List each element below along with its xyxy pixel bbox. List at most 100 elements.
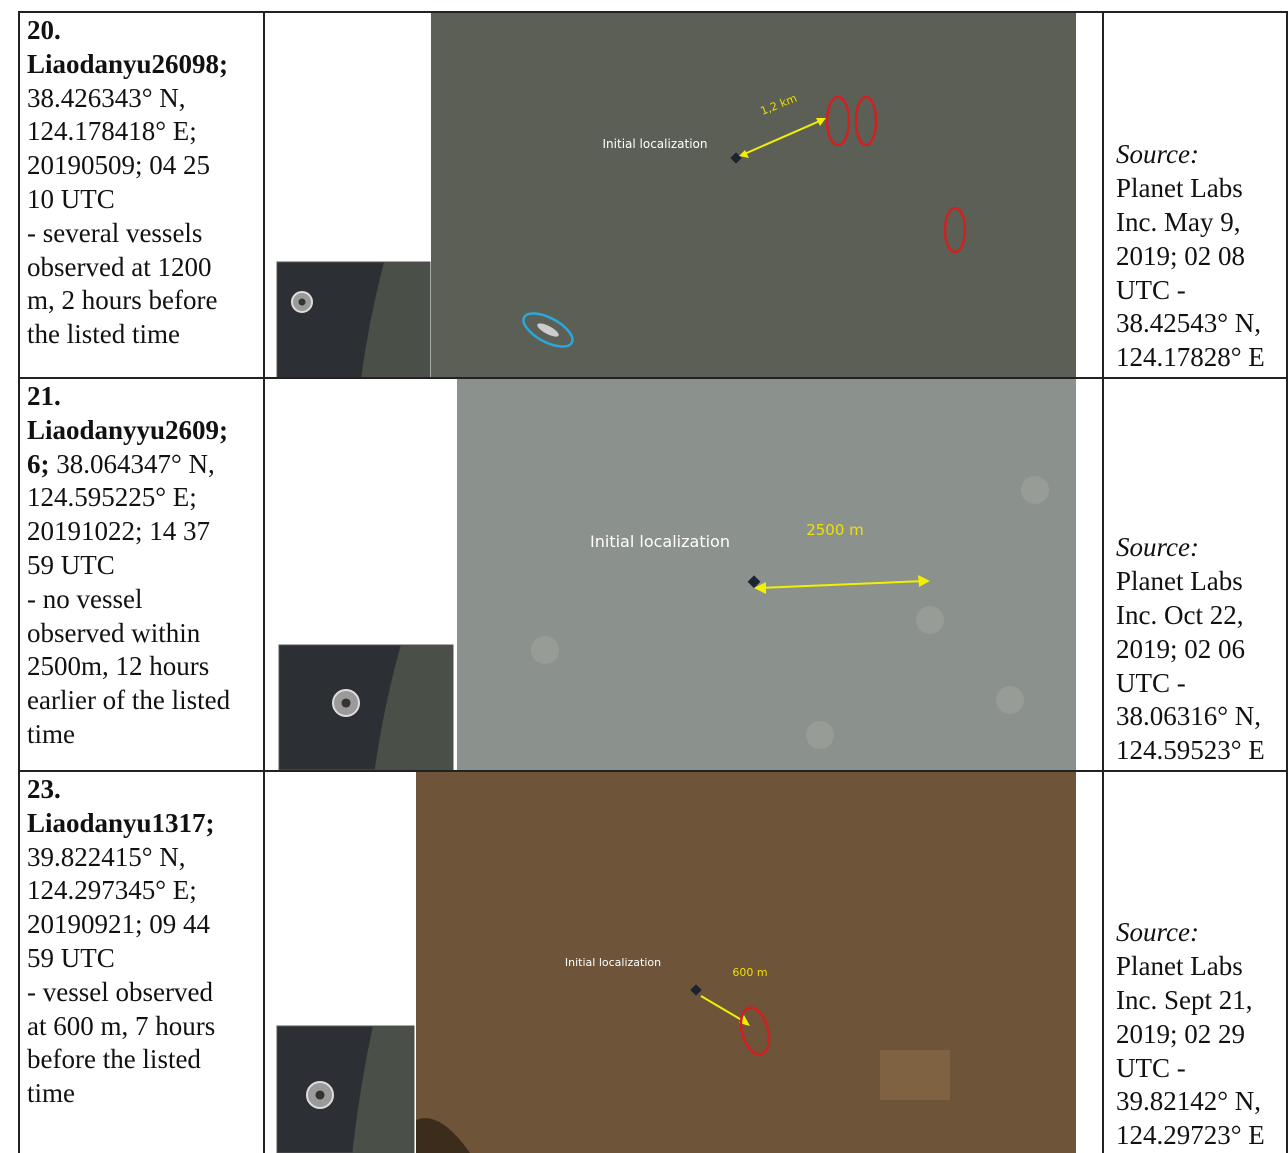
satellite-image <box>457 378 1076 771</box>
inset-marker-dot <box>315 1090 325 1100</box>
cloud <box>806 721 834 749</box>
inset-land <box>352 1026 414 1153</box>
image-label: Initial localization <box>565 956 661 969</box>
source-line: 38.42543° N, <box>1116 308 1262 339</box>
inset-land <box>374 645 453 770</box>
bold-text: 20. <box>27 15 61 45</box>
text: at 600 m, 7 hours <box>27 1010 216 1041</box>
source-line: UTC - <box>1116 667 1186 698</box>
arrow <box>700 995 746 1023</box>
text: the listed time <box>27 319 180 350</box>
text-line: 20190921; 09 44 <box>27 908 259 942</box>
arrow-head <box>918 575 930 587</box>
image-label: Initial localization <box>590 532 730 551</box>
text-line: 124.178418° E; <box>27 115 259 149</box>
bold-text: 21. <box>27 381 61 411</box>
source-label: Source: <box>1116 917 1199 948</box>
source-line: Planet Labs <box>1116 951 1243 982</box>
table-border <box>18 11 20 1153</box>
source-line: 2019; 02 08 <box>1116 240 1246 271</box>
source-label: Source: <box>1116 139 1199 170</box>
marker <box>730 152 742 164</box>
bold-text: 23. <box>27 774 61 804</box>
image-label: 2500 m <box>806 521 864 539</box>
source-line: Inc. Oct 22, <box>1116 600 1244 631</box>
bold-text: 6; <box>27 448 50 479</box>
source-line: Inc. May 9, <box>1116 207 1241 238</box>
text: 124.178418° E; <box>27 116 197 147</box>
text-line: time <box>27 1077 259 1111</box>
bold-text: Liaodanyyu2609; <box>27 414 229 445</box>
text-line: 2500m, 12 hours <box>27 650 259 684</box>
text-line: m, 2 hours before <box>27 284 259 318</box>
arrow-head <box>816 118 826 126</box>
text: before the listed <box>27 1044 201 1075</box>
highlight <box>943 206 967 254</box>
text-line: the listed time <box>27 318 259 352</box>
text: earlier of the listed <box>27 685 231 716</box>
text: time <box>27 1078 75 1109</box>
text-line: 20191022; 14 37 <box>27 515 259 549</box>
source-line: Planet Labs <box>1116 173 1243 204</box>
text-line: 59 UTC <box>27 942 259 976</box>
text-line: - vessel observed <box>27 976 259 1010</box>
source-line: Inc. Sept 21, <box>1116 985 1253 1016</box>
source-line: Planet Labs <box>1116 566 1243 597</box>
text: 124.595225° E; <box>27 482 197 513</box>
cloud <box>916 606 944 634</box>
text-line: 124.297345° E; <box>27 874 259 908</box>
text-line: 38.426343° N, <box>27 82 259 116</box>
text-line: 10 UTC <box>27 183 259 217</box>
cloud <box>531 636 559 664</box>
bold-text: Liaodanyu1317; <box>27 807 215 838</box>
arrow-head <box>754 582 766 594</box>
source-line: 124.29723° E <box>1116 1120 1265 1151</box>
description-cell: 23. Liaodanyu1317; 39.822415° N, 124.297345… <box>27 773 259 1111</box>
text: 20190509; 04 25 <box>27 150 211 181</box>
vessel <box>537 323 559 337</box>
text-line: Liaodanyu26098; <box>27 48 259 82</box>
text-line: 20190509; 04 25 <box>27 149 259 183</box>
text-line: Liaodanyyu2609; <box>27 414 259 448</box>
source-line: 38.06316° N, <box>1116 701 1262 732</box>
cloud <box>996 686 1024 714</box>
table-border <box>18 770 1288 772</box>
bold-text: Liaodanyu26098; <box>27 48 229 79</box>
text: 59 UTC <box>27 942 115 973</box>
marker <box>690 984 702 996</box>
text: - several vessels <box>27 217 203 248</box>
text: 10 UTC <box>27 183 115 214</box>
description-cell: 21. Liaodanyyu2609; 6; 38.064347° N, 124.59… <box>27 380 259 752</box>
text: - vessel observed <box>27 976 213 1007</box>
text: observed within <box>27 617 201 648</box>
text: 2500m, 12 hours <box>27 651 210 682</box>
text: 20191022; 14 37 <box>27 516 211 547</box>
satellite-image <box>431 12 1076 378</box>
inset-land <box>361 262 430 378</box>
text: m, 2 hours before <box>27 285 218 316</box>
text-line: at 600 m, 7 hours <box>27 1010 259 1044</box>
inset-marker-dot <box>341 698 351 708</box>
highlight <box>854 95 878 147</box>
text: observed at 1200 <box>27 251 212 282</box>
text-line: - several vessels <box>27 217 259 251</box>
text-line: - no vessel <box>27 583 259 617</box>
text-line: 39.822415° N, <box>27 841 259 875</box>
text-line: observed within <box>27 617 259 651</box>
text: 124.297345° E; <box>27 875 197 906</box>
text: 59 UTC <box>27 549 115 580</box>
text-line: 20. <box>27 14 259 48</box>
table-border <box>1286 11 1288 1153</box>
description-cell: 20. Liaodanyu26098; 38.426343° N, 124.17841… <box>27 14 259 352</box>
inset-marker-dot <box>298 298 306 306</box>
text-line: time <box>27 718 259 752</box>
text: 38.426343° N, <box>27 82 186 113</box>
arrow-head <box>739 150 749 158</box>
table-border <box>18 11 1288 13</box>
source-line: 124.17828° E <box>1116 342 1265 373</box>
arrow <box>741 119 823 156</box>
text: 20190921; 09 44 <box>27 909 211 940</box>
source-cell: Source: Planet Labs Inc. Sept 21, 2019; 02 … <box>1116 916 1288 1153</box>
